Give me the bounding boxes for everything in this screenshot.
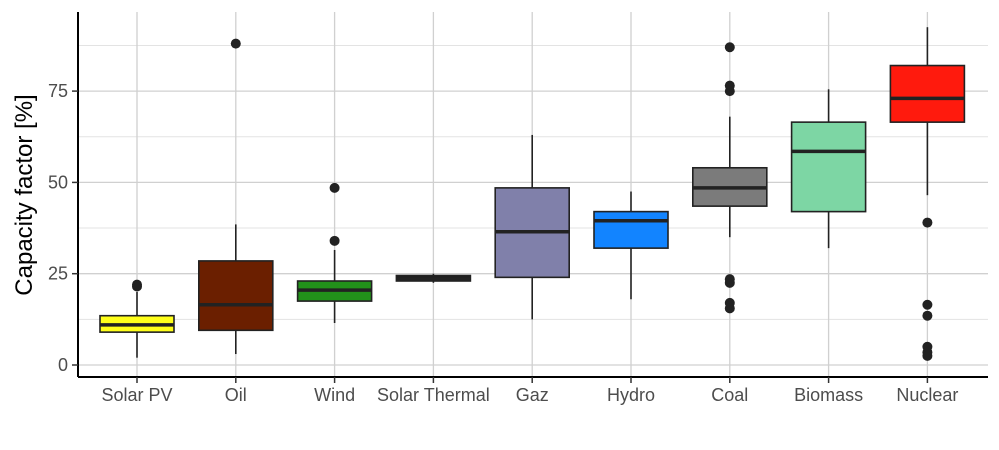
y-tick-label: 75	[48, 81, 68, 101]
x-tick-label: Wind	[314, 385, 355, 405]
box-body	[790, 121, 867, 213]
y-tick-label: 0	[58, 355, 68, 375]
y-tick-label: 50	[48, 172, 68, 192]
x-tick-label: Gaz	[516, 385, 549, 405]
box-solar-thermal	[395, 273, 472, 283]
outlier-point	[329, 235, 340, 246]
outlier-point	[922, 217, 933, 228]
x-tick-label: Hydro	[607, 385, 655, 405]
y-tick-label: 25	[48, 264, 68, 284]
box-oil	[198, 38, 274, 355]
box-body	[889, 64, 966, 123]
box-nuclear	[889, 27, 966, 361]
x-tick-label: Oil	[225, 385, 247, 405]
box-wind	[296, 182, 373, 324]
x-tick-label: Coal	[711, 385, 748, 405]
box-coal	[691, 42, 768, 314]
box-solar-pv	[99, 279, 175, 358]
box-biomass	[790, 89, 867, 249]
box-layer	[99, 27, 966, 361]
box-body	[593, 210, 669, 249]
axis-layer: 0 25 50 75 Solar PV Oil Wind Solar Thermal Gaz Hy…	[48, 12, 988, 405]
outlier-point	[230, 38, 241, 49]
x-tick-label: Nuclear	[896, 385, 958, 405]
x-tick-label: Biomass	[794, 385, 863, 405]
outlier-point	[724, 297, 735, 308]
outlier-point	[132, 279, 142, 290]
outlier-point	[724, 80, 735, 91]
box-gaz	[494, 134, 571, 320]
outlier-point	[922, 299, 933, 310]
x-tick-label: Solar PV	[101, 385, 172, 405]
outlier-point	[922, 341, 933, 352]
y-axis-title: Capacity factor [%]	[11, 94, 38, 295]
outlier-point	[724, 42, 735, 53]
box-body	[198, 260, 274, 332]
outlier-point	[329, 182, 340, 193]
x-tick-label: Solar Thermal	[377, 385, 490, 405]
outlier-point	[724, 274, 735, 285]
outlier-point	[922, 310, 933, 321]
box-hydro	[593, 191, 669, 300]
